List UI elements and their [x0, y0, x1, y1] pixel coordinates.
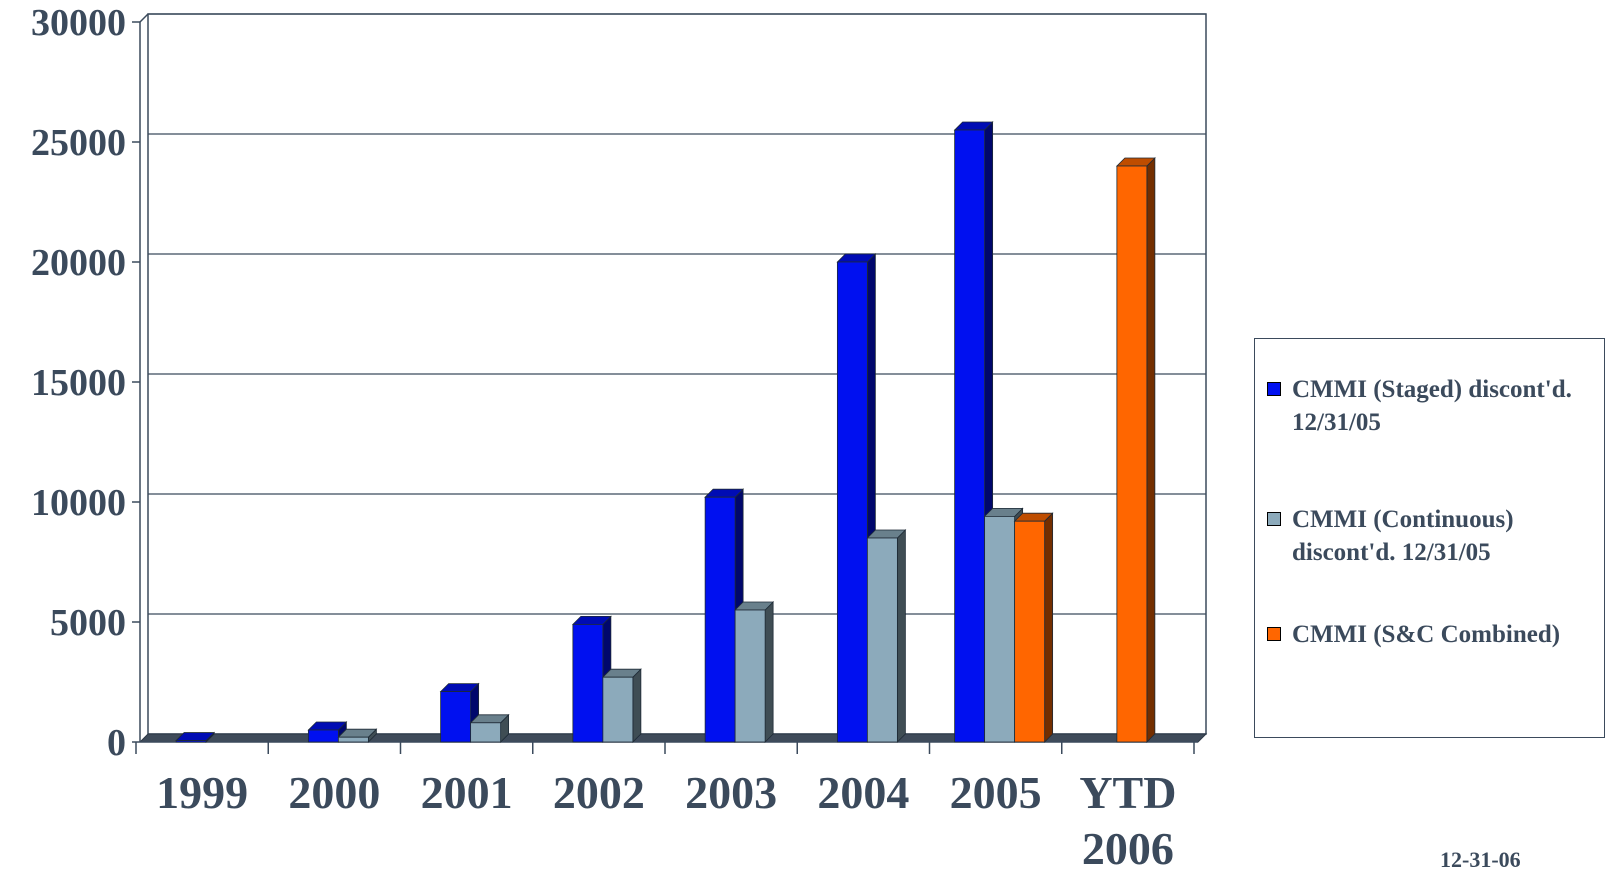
- x-tick-label-line: 2006: [1082, 823, 1174, 874]
- x-tick-label: 2001: [421, 767, 513, 818]
- legend-label-line: 12/31/05: [1292, 409, 1381, 436]
- legend-label-line: CMMI (Staged) discont'd.: [1292, 376, 1572, 403]
- legend: CMMI (Staged) discont'd. 12/31/05 CMMI (…: [1254, 338, 1605, 738]
- bar-front: [602, 676, 634, 743]
- bar: [601, 668, 642, 743]
- y-tick-label: 30000: [31, 2, 126, 44]
- legend-label-staged: CMMI (Staged) discont'd. 12/31/05: [1292, 373, 1602, 439]
- x-tick-label-line: 2002: [553, 767, 645, 818]
- legend-label-line: CMMI (Continuous): [1292, 506, 1514, 533]
- bar-side: [1146, 157, 1156, 743]
- legend-label-continuous: CMMI (Continuous) discont'd. 12/31/05: [1292, 503, 1602, 569]
- legend-swatch-staged: [1267, 382, 1281, 396]
- x-tick-label-line: YTD: [1079, 767, 1176, 818]
- x-tick-label-line: 2004: [817, 767, 909, 818]
- bar: [337, 728, 378, 743]
- x-tick-label-line: 2005: [950, 767, 1042, 818]
- date-footnote: 12-31-06: [1440, 847, 1521, 872]
- bar-front: [175, 740, 207, 743]
- bar-front: [1116, 165, 1148, 743]
- bar: [734, 601, 775, 743]
- bar-side: [632, 668, 642, 743]
- bar-front: [307, 729, 339, 743]
- x-tick-label: 2000: [288, 767, 380, 818]
- bar: [175, 731, 216, 743]
- bar-front: [954, 129, 986, 743]
- bar-front: [470, 722, 502, 743]
- x-tick-label-line: 2003: [685, 767, 777, 818]
- bar: [704, 488, 745, 743]
- bar: [469, 713, 510, 743]
- y-axis-ticks: 0 5000 10000 15000 20000 25000 30000: [31, 2, 140, 764]
- x-axis-ticks: 1999 2000 2001 2002 2003 2004 2005 YTD 2006: [135, 742, 1195, 874]
- bar-front: [440, 691, 472, 743]
- y-tick-label: 20000: [31, 242, 126, 284]
- bar-front: [572, 624, 604, 743]
- legend-label-line: CMMI (S&C Combined): [1292, 621, 1561, 648]
- y-tick-label: 15000: [31, 362, 126, 404]
- legend-swatch-continuous: [1267, 512, 1281, 526]
- bar-front: [734, 609, 766, 743]
- y-tick-label: 5000: [50, 602, 126, 644]
- bars: [175, 121, 1156, 743]
- bar-front: [704, 496, 736, 743]
- bar-front: [984, 516, 1016, 743]
- bar-side: [1044, 512, 1054, 743]
- bar-front: [1014, 520, 1046, 743]
- y-tick-label: 25000: [31, 122, 126, 164]
- y-axis-edge: [139, 13, 149, 23]
- x-tick-label-line: 2001: [421, 767, 513, 818]
- legend-label-line: discont'd. 12/31/05: [1292, 539, 1491, 566]
- y-tick-label: 10000: [31, 482, 126, 524]
- x-tick-label: 2005: [950, 767, 1042, 818]
- x-tick-label: 2004: [817, 767, 909, 818]
- bar: [439, 682, 480, 743]
- bar-front: [337, 736, 369, 743]
- bar: [866, 529, 907, 743]
- x-tick-label: 1999: [156, 767, 248, 818]
- bar: [1115, 157, 1156, 743]
- y-tick-label: 0: [107, 722, 126, 764]
- x-tick-label: 2003: [685, 767, 777, 818]
- bar-front: [836, 261, 868, 743]
- bar: [1013, 512, 1054, 743]
- x-tick-label: YTD 2006: [1079, 767, 1176, 874]
- legend-label-combined: CMMI (S&C Combined): [1292, 618, 1602, 651]
- x-tick-label: 2002: [553, 767, 645, 818]
- bar-side: [896, 529, 906, 743]
- x-tick-label-line: 1999: [156, 767, 248, 818]
- x-tick-label-line: 2000: [288, 767, 380, 818]
- bar-front: [866, 537, 898, 743]
- legend-swatch-combined: [1267, 627, 1281, 641]
- bar-side: [764, 601, 774, 743]
